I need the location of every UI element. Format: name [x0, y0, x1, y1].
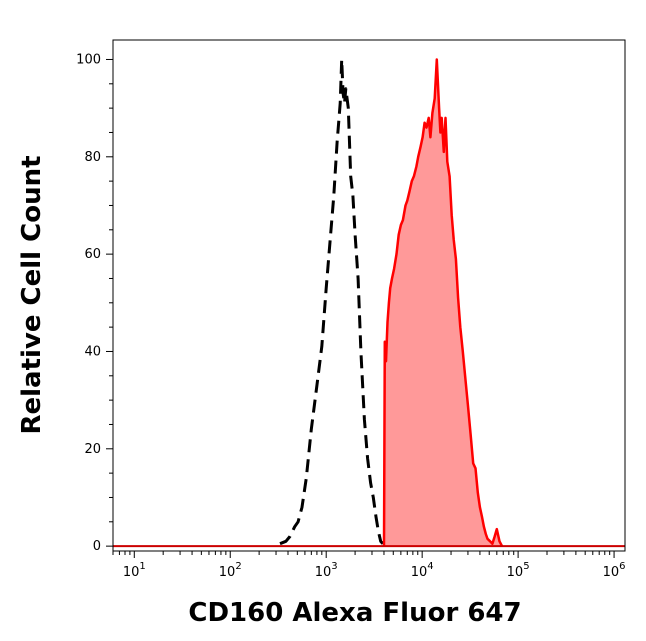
series-line-1 [382, 58, 504, 547]
y-axis-title: Relative Cell Count [17, 155, 47, 434]
y-tick-label: 20 [84, 442, 101, 457]
y-tick-label: 80 [84, 150, 101, 165]
y-tick-label: 100 [76, 52, 101, 67]
y-tick-label: 40 [84, 344, 101, 359]
plot-area [113, 58, 625, 548]
series-line-0 [279, 58, 385, 546]
x-tick-label: 102 [219, 561, 242, 580]
x-axis-title: CD160 Alexa Fluor 647 [188, 598, 521, 628]
axes: 101 102 103 104 105 106 0 20 40 60 80 100 [76, 39, 626, 580]
y-tick-label: 60 [84, 247, 101, 262]
x-tick-label: 101 [123, 561, 146, 580]
x-tick-label: 106 [603, 561, 626, 580]
series-fill-1 [384, 59, 502, 547]
plot-frame [112, 39, 626, 552]
x-tick-label: 103 [315, 561, 338, 580]
x-tick-label: 104 [411, 561, 434, 580]
y-tick-label: 0 [93, 539, 101, 554]
x-tick-label: 105 [507, 561, 530, 580]
